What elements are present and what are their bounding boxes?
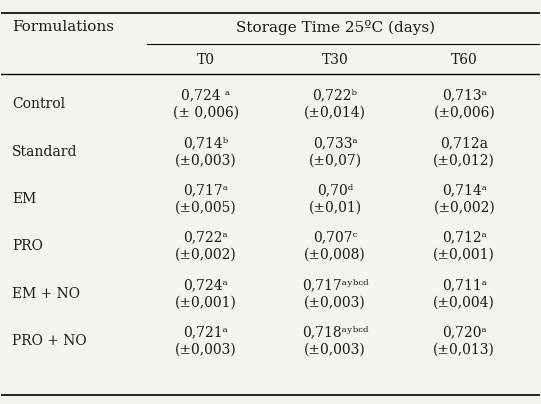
Text: 0,718ᵃʸᵇᶜᵈ: 0,718ᵃʸᵇᶜᵈ	[302, 325, 368, 339]
Text: 0,711ᵃ: 0,711ᵃ	[442, 278, 487, 292]
Text: 0,713ᵃ: 0,713ᵃ	[442, 88, 487, 103]
Text: 0,70ᵈ: 0,70ᵈ	[317, 183, 353, 198]
Text: Formulations: Formulations	[12, 21, 114, 34]
Text: PRO: PRO	[12, 239, 43, 253]
Text: 0,722ᵃ: 0,722ᵃ	[183, 231, 228, 245]
Text: (±0,004): (±0,004)	[433, 295, 495, 309]
Text: Standard: Standard	[12, 145, 78, 159]
Text: 0,712a: 0,712a	[440, 136, 489, 150]
Text: (±0,002): (±0,002)	[433, 201, 495, 215]
Text: PRO + NO: PRO + NO	[12, 334, 87, 348]
Text: EM: EM	[12, 192, 36, 206]
Text: (±0,001): (±0,001)	[433, 248, 495, 262]
Text: 0,733ᵃ: 0,733ᵃ	[313, 136, 358, 150]
Text: 0,724 ᵃ: 0,724 ᵃ	[181, 88, 230, 103]
Text: (±0,005): (±0,005)	[175, 201, 237, 215]
Text: 0,717ᵃ: 0,717ᵃ	[183, 183, 228, 198]
Text: (± 0,006): (± 0,006)	[173, 106, 239, 120]
Text: (±0,001): (±0,001)	[175, 295, 237, 309]
Text: (±0,003): (±0,003)	[304, 343, 366, 357]
Text: (±0,013): (±0,013)	[433, 343, 495, 357]
Text: (±0,01): (±0,01)	[308, 201, 361, 215]
Text: 0,714ᵇ: 0,714ᵇ	[183, 136, 228, 150]
Text: (±0,006): (±0,006)	[433, 106, 495, 120]
Text: 0,712ᵃ: 0,712ᵃ	[442, 231, 487, 245]
Text: EM + NO: EM + NO	[12, 287, 80, 301]
Text: T60: T60	[451, 53, 478, 67]
Text: T30: T30	[322, 53, 348, 67]
Text: (±0,014): (±0,014)	[304, 106, 366, 120]
Text: T0: T0	[197, 53, 215, 67]
Text: 0,714ᵃ: 0,714ᵃ	[442, 183, 487, 198]
Text: 0,721ᵃ: 0,721ᵃ	[183, 325, 228, 339]
Text: 0,707ᶜ: 0,707ᶜ	[313, 231, 357, 245]
Text: (±0,002): (±0,002)	[175, 248, 237, 262]
Text: 0,724ᵃ: 0,724ᵃ	[183, 278, 228, 292]
Text: (±0,012): (±0,012)	[433, 153, 495, 167]
Text: (±0,008): (±0,008)	[304, 248, 366, 262]
Text: Storage Time 25ºC (days): Storage Time 25ºC (days)	[235, 20, 434, 35]
Text: (±0,003): (±0,003)	[304, 295, 366, 309]
Text: Control: Control	[12, 97, 65, 112]
Text: 0,722ᵇ: 0,722ᵇ	[313, 88, 358, 103]
Text: 0,717ᵃʸᵇᶜᵈ: 0,717ᵃʸᵇᶜᵈ	[302, 278, 368, 292]
Text: (±0,07): (±0,07)	[308, 153, 361, 167]
Text: (±0,003): (±0,003)	[175, 343, 237, 357]
Text: (±0,003): (±0,003)	[175, 153, 237, 167]
Text: 0,720ᵃ: 0,720ᵃ	[442, 325, 487, 339]
